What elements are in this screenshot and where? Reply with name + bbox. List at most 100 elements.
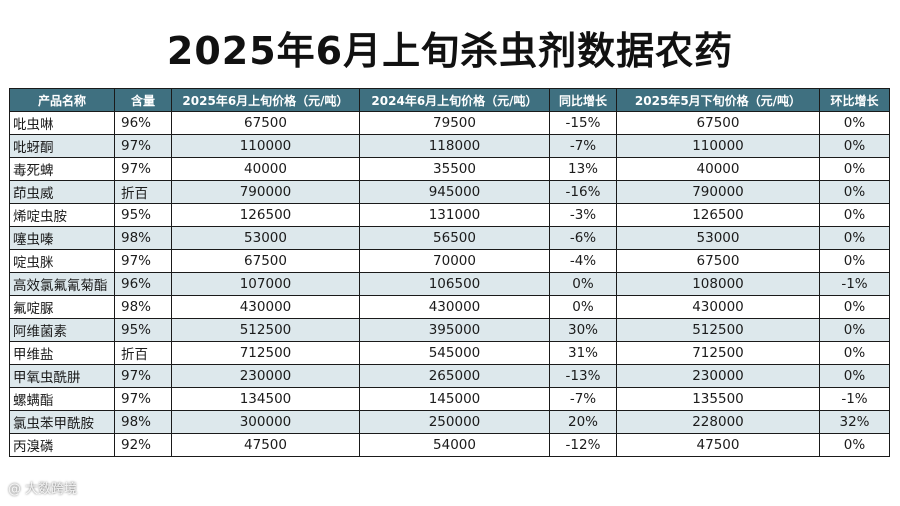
price-2024-june-early-cell: 945000	[359, 180, 550, 204]
mom-growth-cell: 0%	[819, 433, 890, 457]
mom-growth-cell: -1%	[819, 387, 890, 411]
header-price-2025-may-late: 2025年5月下旬价格（元/吨）	[616, 88, 820, 112]
content-cell: 96%	[114, 272, 172, 296]
price-2025-june-early-cell: 512500	[171, 318, 360, 342]
table-row: 甲氧虫酰肼 97% 230000 265000 -13% 230000 0%	[9, 364, 890, 388]
content-cell: 97%	[114, 157, 172, 181]
yoy-growth-cell: -16%	[549, 180, 617, 204]
price-2025-june-early-cell: 712500	[171, 341, 360, 365]
page-title: 2025年6月上旬杀虫剂数据农药	[166, 29, 734, 73]
price-2024-june-early-cell: 56500	[359, 226, 550, 250]
price-2025-june-early-cell: 67500	[171, 111, 360, 135]
content-cell: 96%	[114, 111, 172, 135]
header-price-2025-june-early: 2025年6月上旬价格（元/吨）	[171, 88, 360, 112]
table-row: 氟啶脲 98% 430000 430000 0% 430000 0%	[9, 295, 890, 319]
price-2024-june-early-cell: 54000	[359, 433, 550, 457]
content-cell: 97%	[114, 387, 172, 411]
table-row: 吡蚜酮 97% 110000 118000 -7% 110000 0%	[9, 134, 890, 158]
yoy-growth-cell: 0%	[549, 272, 617, 296]
product-name-cell: 烯啶虫胺	[9, 203, 115, 227]
content-cell: 95%	[114, 318, 172, 342]
product-name-cell: 啶虫脒	[9, 249, 115, 273]
product-name-cell: 甲氧虫酰肼	[9, 364, 115, 388]
price-2025-june-early-cell: 110000	[171, 134, 360, 158]
table-row: 高效氯氟氰菊酯 96% 107000 106500 0% 108000 -1%	[9, 272, 890, 296]
product-name-cell: 氯虫苯甲酰胺	[9, 410, 115, 434]
yoy-growth-cell: 13%	[549, 157, 617, 181]
mom-growth-cell: 0%	[819, 111, 890, 135]
product-name-cell: 阿维菌素	[9, 318, 115, 342]
yoy-growth-cell: -7%	[549, 387, 617, 411]
yoy-growth-cell: 20%	[549, 410, 617, 434]
price-2024-june-early-cell: 79500	[359, 111, 550, 135]
product-name-cell: 茚虫威	[9, 180, 115, 204]
price-2025-may-late-cell: 126500	[616, 203, 820, 227]
table-row: 阿维菌素 95% 512500 395000 30% 512500 0%	[9, 318, 890, 342]
price-2024-june-early-cell: 106500	[359, 272, 550, 296]
price-2025-june-early-cell: 40000	[171, 157, 360, 181]
product-name-cell: 毒死蜱	[9, 157, 115, 181]
header-price-2024-june-early: 2024年6月上旬价格（元/吨）	[359, 88, 550, 112]
mom-growth-cell: 0%	[819, 180, 890, 204]
yoy-growth-cell: -6%	[549, 226, 617, 250]
price-2025-june-early-cell: 53000	[171, 226, 360, 250]
content-cell: 98%	[114, 226, 172, 250]
pesticide-price-table: 产品名称 含量 2025年6月上旬价格（元/吨） 2024年6月上旬价格（元/吨…	[9, 88, 890, 457]
table-row: 螺螨酯 97% 134500 145000 -7% 135500 -1%	[9, 387, 890, 411]
mom-growth-cell: 32%	[819, 410, 890, 434]
price-2025-may-late-cell: 53000	[616, 226, 820, 250]
price-2024-june-early-cell: 395000	[359, 318, 550, 342]
price-2024-june-early-cell: 70000	[359, 249, 550, 273]
mom-growth-cell: 0%	[819, 295, 890, 319]
mom-growth-cell: 0%	[819, 318, 890, 342]
content-cell: 97%	[114, 364, 172, 388]
price-2025-may-late-cell: 67500	[616, 111, 820, 135]
price-2025-may-late-cell: 40000	[616, 157, 820, 181]
price-2025-may-late-cell: 110000	[616, 134, 820, 158]
yoy-growth-cell: -12%	[549, 433, 617, 457]
product-name-cell: 氟啶脲	[9, 295, 115, 319]
yoy-growth-cell: 30%	[549, 318, 617, 342]
price-2025-june-early-cell: 107000	[171, 272, 360, 296]
header-mom-growth: 环比增长	[819, 88, 890, 112]
price-2025-june-early-cell: 430000	[171, 295, 360, 319]
price-2025-may-late-cell: 512500	[616, 318, 820, 342]
price-2025-june-early-cell: 134500	[171, 387, 360, 411]
price-2025-may-late-cell: 108000	[616, 272, 820, 296]
product-name-cell: 甲维盐	[9, 341, 115, 365]
price-2024-june-early-cell: 118000	[359, 134, 550, 158]
yoy-growth-cell: 31%	[549, 341, 617, 365]
mom-growth-cell: 0%	[819, 157, 890, 181]
price-2025-june-early-cell: 47500	[171, 433, 360, 457]
content-cell: 折百	[114, 341, 172, 365]
table-header-row: 产品名称 含量 2025年6月上旬价格（元/吨） 2024年6月上旬价格（元/吨…	[9, 88, 890, 112]
price-2024-june-early-cell: 430000	[359, 295, 550, 319]
price-2025-may-late-cell: 230000	[616, 364, 820, 388]
price-2024-june-early-cell: 265000	[359, 364, 550, 388]
price-2025-june-early-cell: 300000	[171, 410, 360, 434]
price-2025-may-late-cell: 47500	[616, 433, 820, 457]
mom-growth-cell: -1%	[819, 272, 890, 296]
content-cell: 92%	[114, 433, 172, 457]
price-2025-may-late-cell: 430000	[616, 295, 820, 319]
price-2024-june-early-cell: 545000	[359, 341, 550, 365]
price-2024-june-early-cell: 145000	[359, 387, 550, 411]
mom-growth-cell: 0%	[819, 364, 890, 388]
mom-growth-cell: 0%	[819, 226, 890, 250]
header-content: 含量	[114, 88, 172, 112]
mom-growth-cell: 0%	[819, 249, 890, 273]
price-2025-may-late-cell: 228000	[616, 410, 820, 434]
product-name-cell: 高效氯氟氰菊酯	[9, 272, 115, 296]
header-product-name: 产品名称	[9, 88, 115, 112]
price-2025-may-late-cell: 135500	[616, 387, 820, 411]
table-row: 茚虫威 折百 790000 945000 -16% 790000 0%	[9, 180, 890, 204]
product-name-cell: 吡蚜酮	[9, 134, 115, 158]
table-row: 丙溴磷 92% 47500 54000 -12% 47500 0%	[9, 433, 890, 457]
table-row: 啶虫脒 97% 67500 70000 -4% 67500 0%	[9, 249, 890, 273]
price-2025-june-early-cell: 126500	[171, 203, 360, 227]
content-cell: 98%	[114, 410, 172, 434]
price-2025-may-late-cell: 712500	[616, 341, 820, 365]
content-cell: 折百	[114, 180, 172, 204]
yoy-growth-cell: -13%	[549, 364, 617, 388]
product-name-cell: 螺螨酯	[9, 387, 115, 411]
